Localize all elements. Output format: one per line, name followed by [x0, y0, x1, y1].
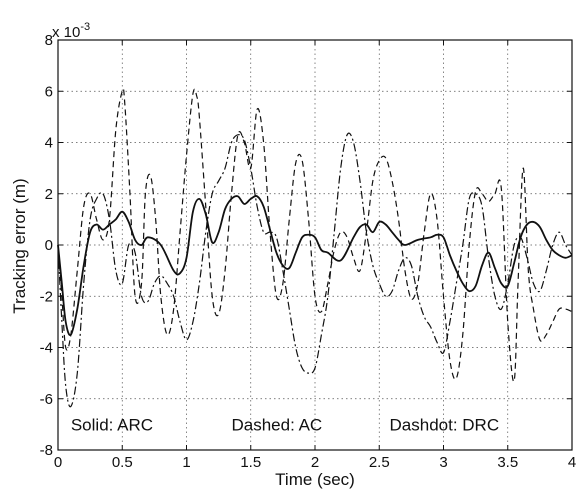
- tick-marks: [57, 39, 573, 451]
- y-axis-label: Tracking error (m): [10, 178, 29, 313]
- x-tick-label: 3: [439, 454, 447, 471]
- x-tick-label: 1: [182, 454, 190, 471]
- x-tick-label: 3.5: [497, 454, 518, 471]
- x-tick-label: 4: [568, 454, 576, 471]
- annotation-label: Dashed: AC: [231, 415, 322, 434]
- annotations: Solid: ARC Dashed: AC Dashdot: DRC: [71, 415, 499, 434]
- x-tick-label: 2: [311, 454, 319, 471]
- series-line-dashdot: [57, 132, 573, 408]
- series-line-dashed: [57, 88, 573, 383]
- series-layer: [57, 88, 573, 408]
- annotation-label: Solid: ARC: [71, 415, 153, 434]
- x-tick-label: 0: [54, 454, 62, 471]
- y-tick-label: 0: [45, 237, 53, 254]
- y-exponent-power: -3: [80, 21, 90, 33]
- x-axis-label: Time (sec): [275, 470, 355, 489]
- y-tick-label: -2: [40, 288, 53, 305]
- y-tick-label: 6: [45, 83, 53, 100]
- y-tick-label: -4: [40, 340, 53, 357]
- annotation-label: Dashdot: DRC: [390, 415, 500, 434]
- y-tick-labels: -8 -6 -4 -2 0 2 4 6 8: [40, 32, 53, 459]
- x-tick-label: 2.5: [369, 454, 390, 471]
- y-tick-label: 2: [45, 186, 53, 203]
- x-tick-labels: 0 0.5 1 1.5 2 2.5 3 3.5 4: [54, 454, 576, 471]
- y-tick-label: -6: [40, 391, 53, 408]
- x-tick-label: 0.5: [112, 454, 133, 471]
- y-tick-label: 8: [45, 32, 53, 49]
- y-exponent-label: x 10-3: [52, 21, 90, 41]
- x-tick-label: 1.5: [240, 454, 261, 471]
- y-tick-label: 4: [45, 135, 53, 152]
- y-exponent-base: x 10: [52, 24, 80, 41]
- y-tick-label: -8: [40, 442, 53, 459]
